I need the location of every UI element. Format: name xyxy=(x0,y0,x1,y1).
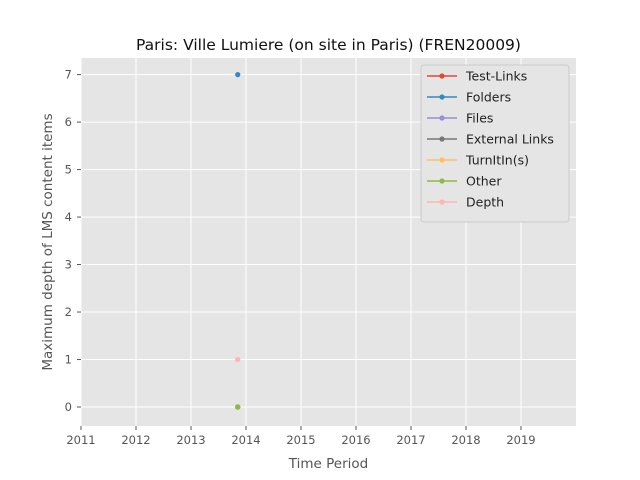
x-tick-label: 2013 xyxy=(176,433,205,447)
legend-marker-folders xyxy=(439,94,445,100)
legend-marker-depth xyxy=(439,199,445,205)
legend-label-depth: Depth xyxy=(466,195,504,210)
x-tick-label: 2011 xyxy=(66,433,95,447)
legend-label-other: Other xyxy=(466,174,502,189)
x-tick-label: 2016 xyxy=(341,433,370,447)
legend-marker-other xyxy=(439,178,445,184)
x-tick-label: 2018 xyxy=(451,433,480,447)
y-tick-label: 2 xyxy=(65,305,72,319)
data-point-depth xyxy=(235,356,241,363)
axis-ticks: 2011 2012 2013 2014 2015 2016 2017 2018 2019 0 1 2 3… xyxy=(65,68,536,447)
legend-label-external-links: External Links xyxy=(466,132,554,147)
legend-label-test-links: Test-Links xyxy=(465,69,527,84)
chart-title: Paris: Ville Lumiere (on site in Paris) … xyxy=(136,36,521,54)
y-tick-label: 6 xyxy=(65,115,72,129)
y-tick-label: 4 xyxy=(65,210,72,224)
x-tick-label: 2017 xyxy=(396,433,425,447)
x-tick-label: 2014 xyxy=(231,433,260,447)
legend-label-turnitin-s: TurnItIn(s) xyxy=(465,153,529,168)
legend-label-folders: Folders xyxy=(466,90,511,105)
legend-label-files: Files xyxy=(466,111,493,126)
x-tick-label: 2012 xyxy=(121,433,150,447)
y-tick-label: 1 xyxy=(65,353,72,367)
legend-marker-test-links xyxy=(439,73,445,79)
legend-box xyxy=(420,64,570,223)
x-axis-label: Time Period xyxy=(288,456,368,472)
data-marks xyxy=(235,72,241,410)
y-tick-label: 5 xyxy=(65,163,72,177)
legend-marker-external-links xyxy=(439,136,445,142)
y-tick-label: 3 xyxy=(65,258,72,272)
legend: Test-Links Folders Files External Links Turn… xyxy=(420,64,570,223)
legend-marker-turnitin-s xyxy=(439,157,445,163)
y-axis-label: Maximum depth of LMS content items xyxy=(40,113,56,370)
data-point-folders xyxy=(235,72,241,78)
y-tick-label: 0 xyxy=(65,400,72,414)
x-tick-label: 2019 xyxy=(506,433,535,447)
data-point-other xyxy=(235,404,241,410)
y-tick-label: 7 xyxy=(65,68,72,82)
x-tick-label: 2015 xyxy=(286,433,315,447)
legend-marker-files xyxy=(439,115,445,121)
